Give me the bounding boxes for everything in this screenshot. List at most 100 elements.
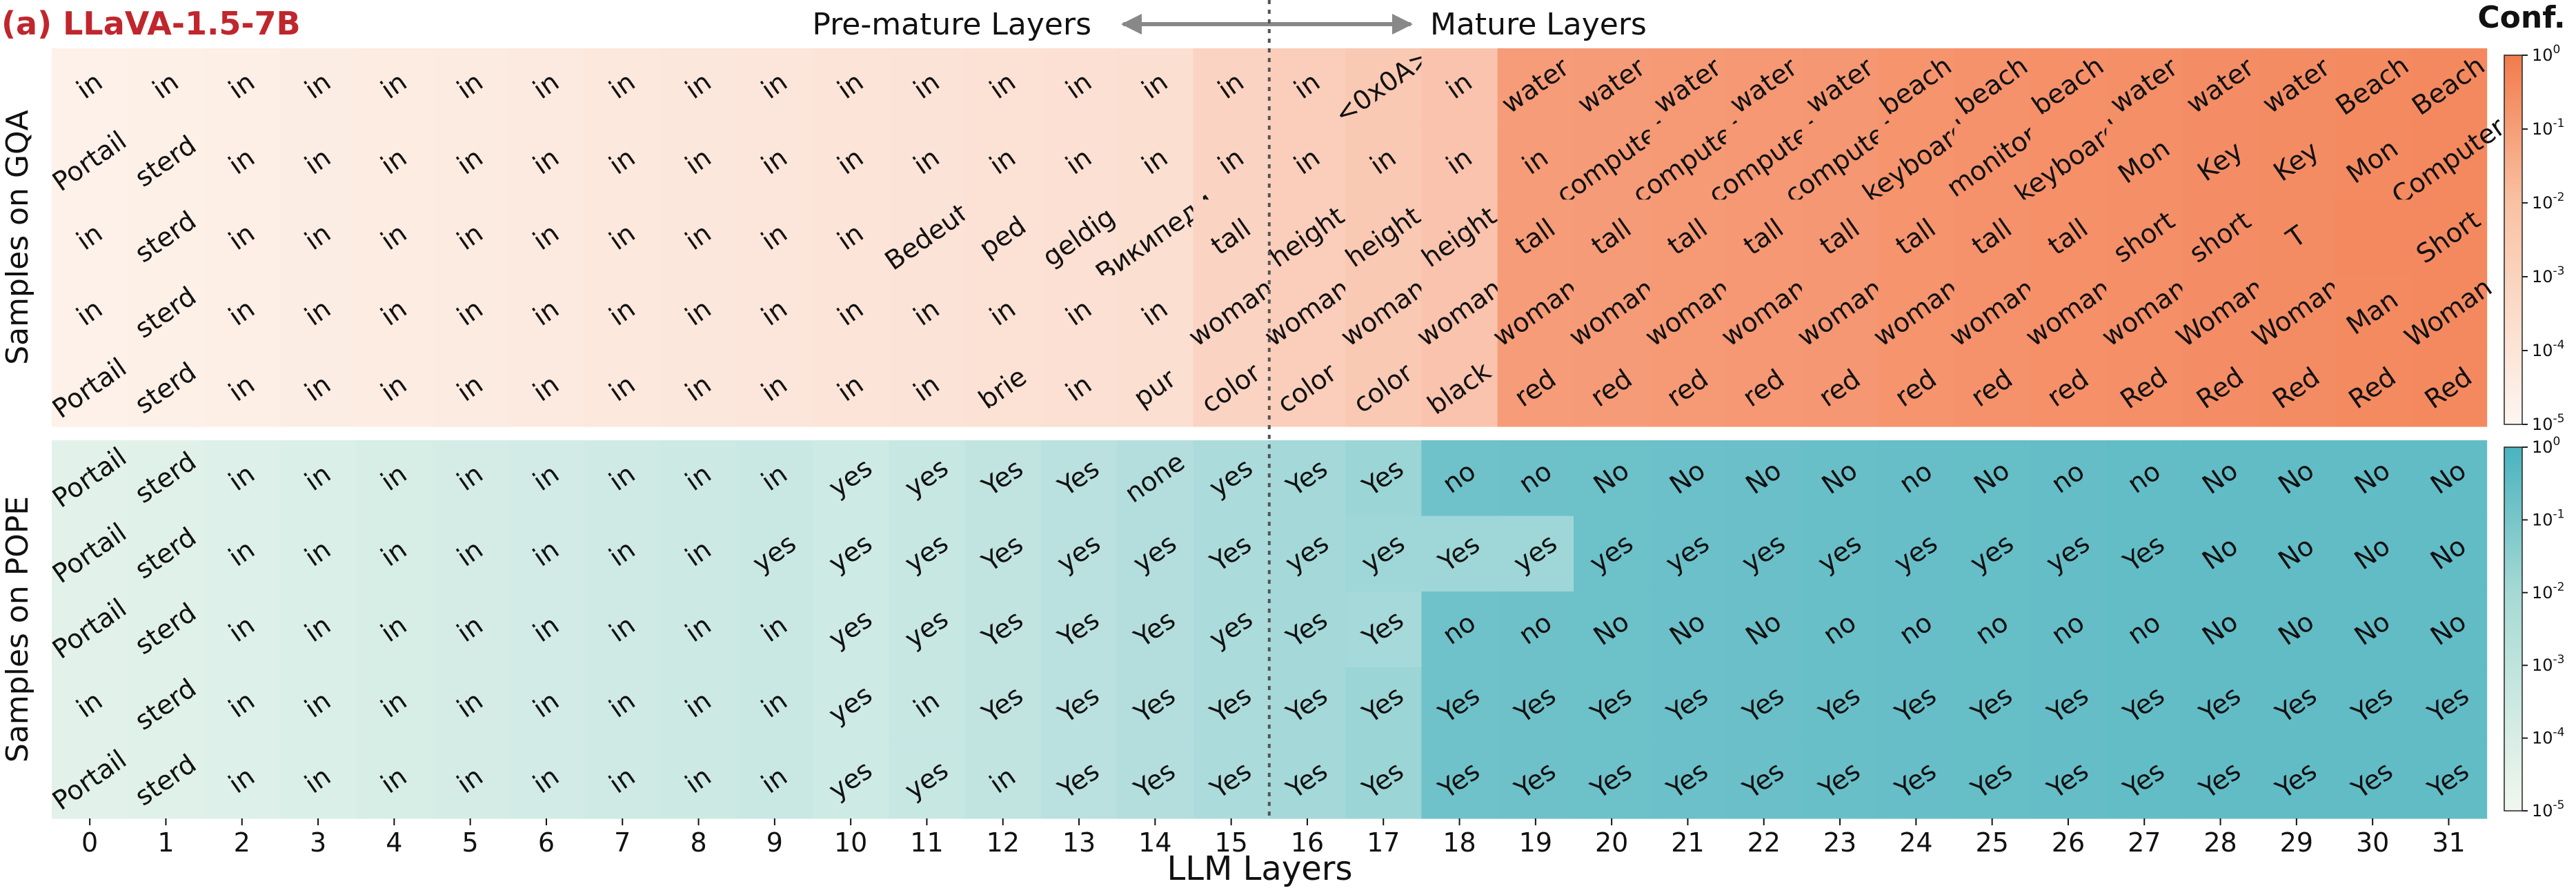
x-tick-label: 7 [614,827,631,858]
heatmap-cell [1649,742,1727,819]
heatmap-cell [356,48,433,125]
heatmap-cell [1497,275,1574,351]
heatmap-cell [1421,351,1498,427]
heatmap-cell [1040,351,1118,427]
heatmap-cell [128,667,205,743]
heatmap-cell [1421,440,1498,517]
colorbar-tick-label: 10-5 [2532,798,2565,820]
x-tick-label: 28 [2203,827,2237,858]
heatmap-cell [1269,124,1346,200]
heatmap-cell [2030,48,2107,125]
heatmap-cell [660,667,737,743]
x-tick-label: 15 [1214,827,1247,858]
heatmap-cell [1801,199,1879,276]
heatmap-cell [1954,199,2031,276]
heatmap-cell [2030,275,2107,351]
heatmap-cell [1574,591,1650,668]
heatmap-cell [2258,667,2335,743]
x-tick-label: 20 [1595,827,1628,858]
heatmap-cell [508,199,585,276]
heatmap-cell [279,124,357,200]
heatmap-cell [2106,440,2183,517]
heatmap-cell [1649,124,1727,200]
heatmap-cell [1117,124,1194,200]
colorbar [2504,446,2523,812]
heatmap-cell [736,515,813,592]
heatmap-cell [1193,667,1270,743]
heatmap-cell [1954,48,2031,125]
heatmap-cell [356,275,433,351]
heatmap-cell [1725,275,1803,351]
x-axis: 0 1 2 3 4 5 6 7 8 9 10 11 12 13 14 15 16 17 18 19 20 21 22 23 24… [81,818,2466,858]
heatmap-cell [204,440,281,517]
heatmap-cell [128,591,205,668]
heatmap-cell [1954,591,2031,668]
heatmap-cell [1421,667,1498,743]
heatmap-cell [2182,591,2259,668]
heatmap-cell [813,515,889,592]
heatmap-cell [1954,124,2031,200]
heatmap-cell [2258,48,2335,125]
heatmap-cell [736,440,813,517]
heatmap-cell [432,199,509,276]
heatmap-cell [2030,667,2107,743]
heatmap-cell [1497,742,1574,819]
heatmap-cell [356,440,433,517]
heatmap-cell [2106,124,2183,200]
heatmap-cell [584,124,661,200]
heatmap-cell [660,48,737,125]
heatmap-cell [2258,515,2335,592]
heatmap-cell [964,275,1042,351]
heatmap-cell [1345,742,1422,819]
heatmap-cell [813,199,889,276]
heatmap-cell [2182,199,2259,276]
heatmap-cell [1269,591,1346,668]
x-tick-label: 31 [2432,827,2465,858]
heatmap-cell [889,742,966,819]
heatmap-cell [1193,440,1270,517]
x-tick-label: 30 [2356,827,2389,858]
heatmap-cell [1117,742,1194,819]
heatmap-cell [204,351,281,427]
heatmap-cell [356,591,433,668]
x-tick-label: 4 [386,827,402,858]
heatmap-cell [813,742,889,819]
heatmap-cell [736,742,813,819]
heatmap-cell [1649,275,1727,351]
heatmap-cell [52,591,128,668]
heatmap-cell [1725,742,1803,819]
heatmap-cell [2030,515,2107,592]
heatmap-cell [584,199,661,276]
heatmap-cell [1649,515,1727,592]
colorbar-tick-label: 10-1 [2532,507,2565,529]
heatmap-cell [2182,440,2259,517]
heatmap-cell [1193,515,1270,592]
heatmap-cell [584,48,661,125]
heatmap-cell [2335,275,2411,351]
heatmap-cell [356,667,433,743]
heatmap-cell [736,275,813,351]
colorbar [2504,55,2523,425]
heatmap-cell [2410,275,2488,351]
mature-label: Mature Layers [1430,7,1647,42]
heatmap-cell [736,351,813,427]
heatmap-cell [813,591,889,668]
heatmap-cell [1954,515,2031,592]
heatmap-cell [2030,440,2107,517]
heatmap-cell [2410,124,2488,200]
heatmap-cell [204,124,281,200]
heatmap-cell [2258,124,2335,200]
colorbar-tick-label: 10-3 [2532,264,2565,286]
heatmap-cell [1574,515,1650,592]
heatmap-cell [204,199,281,276]
x-tick-label: 24 [1899,827,1932,858]
heatmap-cell [584,591,661,668]
heatmap-cell [1725,515,1803,592]
heatmap-cell [1725,351,1803,427]
heatmap-cell [1193,742,1270,819]
heatmap-cell [508,440,585,517]
heatmap-cell [736,199,813,276]
heatmap-cell [356,515,433,592]
heatmap-cell [1497,124,1574,200]
heatmap-cell [1421,742,1498,819]
